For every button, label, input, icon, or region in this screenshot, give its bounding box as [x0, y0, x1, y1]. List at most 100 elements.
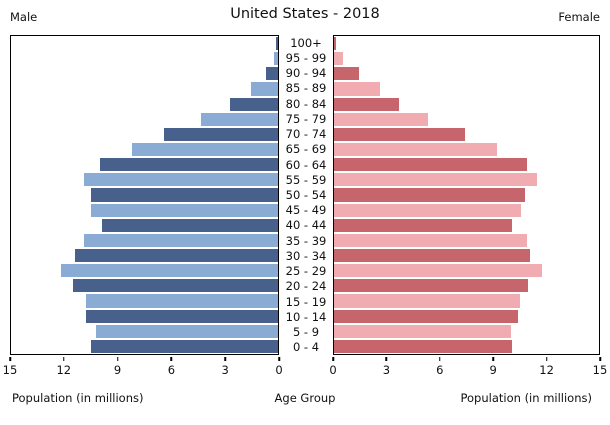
female-bar: [334, 82, 380, 96]
age-label: 95 - 99: [285, 50, 327, 65]
age-label: 10 - 14: [285, 309, 327, 324]
tick-label: 6: [167, 362, 176, 377]
male-bar: [85, 309, 278, 323]
female-bar: [334, 173, 538, 187]
age-label: 0 - 4: [292, 340, 320, 355]
tick-mark: [116, 356, 119, 361]
female-bar: [334, 324, 511, 338]
female-bars: [334, 36, 599, 354]
female-bar: [334, 203, 522, 217]
female-side-label: Female: [558, 10, 600, 24]
female-bar: [334, 37, 336, 51]
female-bar: [334, 264, 543, 278]
tick-mark: [278, 356, 280, 361]
tick-label: 6: [436, 362, 444, 377]
female-panel: [333, 35, 600, 355]
male-bar: [91, 188, 278, 202]
center-axis-title: Age Group: [274, 391, 336, 405]
female-bar: [334, 294, 520, 308]
female-bar: [334, 233, 527, 247]
age-label: 15 - 19: [285, 294, 327, 309]
age-labels: 100+ 95 - 99 90 - 94 85 - 89 80 - 84 75 - 79 7…: [279, 35, 333, 355]
male-bar: [83, 173, 278, 187]
male-bar: [73, 279, 278, 293]
female-bar: [334, 97, 400, 111]
tick-mark: [599, 356, 601, 361]
male-bar: [132, 142, 278, 157]
chart-title: United States - 2018: [230, 6, 380, 22]
male-bar: [273, 52, 278, 66]
tick-mark: [385, 356, 388, 361]
male-bar: [60, 264, 278, 278]
male-bar: [85, 294, 278, 308]
male-bar: [100, 158, 278, 172]
age-label: 90 - 94: [285, 66, 327, 81]
tick-mark: [63, 356, 65, 361]
age-label: 40 - 44: [285, 218, 327, 233]
male-bar: [276, 37, 278, 51]
age-label: 50 - 54: [285, 187, 327, 202]
tick-mark: [224, 356, 226, 361]
female-bar: [334, 127, 465, 141]
age-label: 20 - 24: [285, 279, 327, 294]
age-label: 30 - 34: [285, 248, 327, 263]
male-bar: [75, 248, 278, 263]
male-bar: [101, 218, 278, 232]
tick-label: 12: [539, 362, 554, 377]
age-label: 100+: [290, 35, 322, 50]
right-axis-title: Population (in millions): [460, 391, 593, 405]
female-bar: [334, 309, 518, 323]
tick-mark: [492, 356, 494, 361]
left-axis-ticks: 15 12 9 6 3 0: [3, 356, 283, 381]
tick-label: 3: [382, 362, 391, 377]
male-bar: [96, 324, 278, 338]
female-bar: [334, 188, 525, 202]
tick-mark: [9, 356, 11, 361]
tick-label: 0: [275, 362, 283, 377]
age-label: 55 - 59: [285, 172, 327, 187]
left-axis-title: Population (in millions): [12, 391, 144, 405]
female-bar: [334, 248, 531, 263]
tick-label: 12: [56, 362, 72, 377]
female-bar: [334, 142, 497, 157]
tick-label: 15: [2, 362, 18, 377]
male-side-label: Male: [10, 10, 38, 24]
age-label: 5 - 9: [292, 325, 320, 340]
tick-label: 0: [329, 362, 337, 377]
tick-mark: [439, 356, 441, 361]
male-bar: [266, 67, 278, 81]
female-bar: [334, 279, 529, 293]
age-label: 75 - 79: [285, 111, 327, 126]
age-label: 65 - 69: [285, 142, 327, 157]
tick-label: 9: [489, 362, 497, 377]
male-bar: [91, 339, 278, 353]
male-bar: [91, 203, 278, 217]
female-bar: [334, 52, 343, 66]
female-bar: [334, 218, 513, 232]
tick-label: 3: [221, 362, 229, 377]
tick-label: 9: [113, 362, 122, 377]
female-bar: [334, 158, 527, 172]
female-bar: [334, 112, 428, 126]
age-label: 85 - 89: [285, 81, 327, 96]
male-panel: [10, 35, 279, 355]
male-bars: [11, 36, 278, 354]
age-label: 70 - 74: [285, 127, 327, 142]
tick-mark: [170, 356, 173, 361]
age-label: 45 - 49: [285, 203, 327, 218]
male-bar: [164, 127, 278, 141]
male-bar: [251, 82, 278, 96]
age-label: 25 - 29: [285, 264, 327, 279]
female-bar: [334, 67, 359, 81]
male-bar: [83, 233, 278, 247]
tick-mark: [332, 356, 334, 361]
female-bar: [334, 339, 513, 353]
male-bar: [229, 97, 278, 111]
right-axis-ticks: 0 3 6 9 12 15: [329, 356, 607, 381]
tick-mark: [545, 356, 548, 361]
male-bar: [201, 112, 278, 126]
age-label: 80 - 84: [285, 96, 327, 111]
tick-label: 15: [592, 362, 608, 377]
age-label: 60 - 64: [285, 157, 327, 172]
